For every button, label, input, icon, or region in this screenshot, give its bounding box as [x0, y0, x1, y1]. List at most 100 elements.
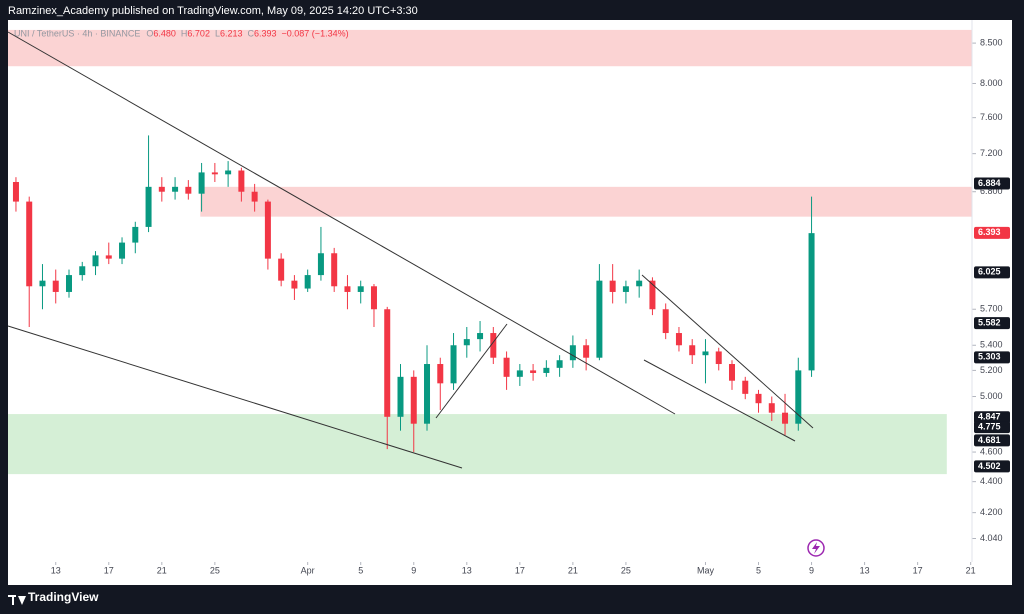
candle-body — [65, 275, 72, 292]
price-label-box — [974, 411, 1010, 424]
price-label: 6.025 — [978, 267, 1001, 277]
price-label-box — [974, 266, 1010, 279]
price-label-box — [974, 317, 1010, 330]
candle-body — [278, 258, 285, 281]
price-label: 4.775 — [978, 422, 1001, 432]
candle-body — [92, 255, 99, 267]
candle-body — [543, 367, 550, 373]
y-tick-label: 5.000 — [980, 391, 1003, 401]
price-label: 6.393 — [978, 227, 1001, 237]
candle-body — [344, 286, 351, 292]
x-tick-label: 9 — [411, 565, 416, 575]
y-tick-label: 5.400 — [980, 340, 1003, 350]
x-tick-label: Apr — [301, 565, 315, 575]
event-icon[interactable] — [807, 539, 825, 557]
price-label: 6.884 — [978, 178, 1001, 188]
candle-body — [636, 280, 643, 287]
price-label-box — [974, 434, 1010, 447]
ohlc-key: L — [215, 28, 220, 38]
x-tick-label: 9 — [809, 565, 814, 575]
candle-body — [795, 370, 802, 424]
y-tick-label: 4.400 — [980, 476, 1003, 486]
candle-body — [79, 266, 86, 276]
x-tick-label: 25 — [621, 565, 631, 575]
candle-body — [782, 412, 789, 424]
price-label: 5.582 — [978, 318, 1001, 328]
candle-body — [251, 191, 258, 202]
price-label: 5.303 — [978, 352, 1001, 362]
candle-body — [39, 280, 46, 287]
publisher: Ramzinex_Academy published on TradingVie… — [8, 5, 418, 17]
candle-body — [702, 351, 709, 356]
candle-body — [158, 186, 165, 192]
trendlines — [7, 31, 814, 469]
price-label: 4.681 — [978, 435, 1001, 445]
brand: TradingView — [28, 590, 99, 604]
y-tick-label: 4.040 — [980, 533, 1003, 543]
candle-body — [622, 286, 629, 292]
trendline — [7, 31, 676, 415]
y-tick-label: 6.800 — [980, 186, 1003, 196]
x-tick-label: 25 — [210, 565, 220, 575]
y-tick-label: 7.200 — [980, 148, 1003, 158]
zone — [8, 29, 972, 67]
x-tick-label: 21 — [966, 565, 976, 575]
ohlc-value: 6.702 — [187, 28, 210, 38]
x-tick-label: 13 — [462, 565, 472, 575]
x-tick-label: May — [697, 565, 715, 575]
zone — [8, 414, 947, 475]
candle-body — [410, 376, 417, 424]
zones — [8, 29, 973, 475]
chart-area — [8, 20, 1012, 585]
symbol-legend: UNI / TetherUS · 4h · BINANCE O 6.480 H 6.7… — [14, 28, 349, 38]
ohlc-value: 6.480 — [153, 28, 176, 38]
candle-body — [225, 170, 232, 175]
candle-body — [437, 364, 444, 384]
candle-body — [238, 170, 245, 192]
candle-body — [477, 333, 484, 340]
y-tick-label: 8.000 — [980, 78, 1003, 88]
candle-body — [52, 280, 59, 292]
axes: 13 17 21 25 Apr 5 9 13 17 21 25 May 5 9 13 17 21 — [51, 42, 976, 575]
x-tick-label: 17 — [515, 565, 525, 575]
trendline — [641, 274, 814, 429]
candle-body — [649, 280, 656, 310]
candle-body — [304, 275, 311, 289]
candle-body — [105, 255, 112, 259]
y-tick-label: 4.200 — [980, 507, 1003, 517]
x-tick-label: 13 — [860, 565, 870, 575]
candles — [12, 135, 815, 453]
candle-body — [384, 309, 391, 417]
candle-body — [145, 186, 152, 227]
y-tick-label: 7.600 — [980, 112, 1003, 122]
candle-body — [185, 186, 192, 194]
x-tick-label: 21 — [157, 565, 167, 575]
candle-body — [609, 280, 616, 292]
candle-body — [357, 286, 364, 292]
candle-body — [516, 370, 523, 377]
x-tick-label: 5 — [358, 565, 363, 575]
price-label-box — [974, 421, 1010, 434]
candle-body — [370, 286, 377, 310]
candle-body — [808, 233, 815, 371]
candle-body — [503, 357, 510, 377]
candle-body — [715, 351, 722, 365]
ohlc-key: C — [248, 28, 255, 38]
candle-body — [291, 280, 298, 289]
candle-body — [662, 309, 669, 334]
candle-body — [331, 253, 338, 287]
candle-body — [728, 364, 735, 381]
trendline — [643, 359, 796, 442]
ohlc-key: H — [181, 28, 188, 38]
candle-body — [742, 380, 749, 394]
symbol: UNI / TetherUS · 4h · BINANCE — [14, 28, 140, 38]
candle-body — [132, 226, 139, 243]
trendline — [435, 323, 508, 419]
candle-body — [317, 253, 324, 276]
zone — [200, 186, 973, 217]
price-label-box — [974, 351, 1010, 364]
y-tick-label: 5.200 — [980, 365, 1003, 375]
candle-body — [264, 201, 271, 259]
candle-body — [530, 370, 537, 373]
candle-body — [755, 393, 762, 404]
